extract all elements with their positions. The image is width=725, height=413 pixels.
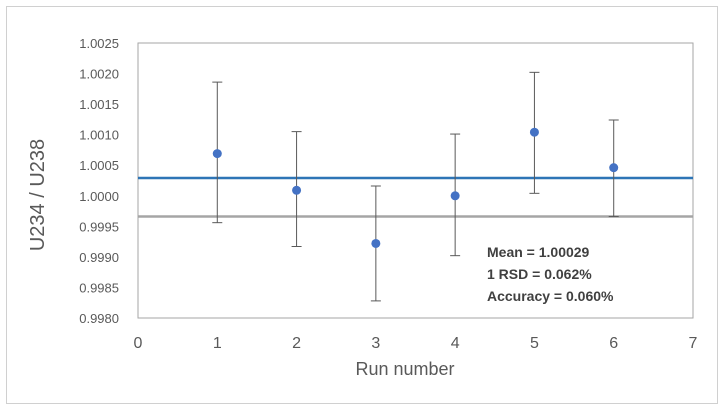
x-tick-label: 4 <box>451 335 460 352</box>
data-point <box>212 149 222 159</box>
y-tick-label: 1.0000 <box>79 189 119 204</box>
y-tick-label: 1.0010 <box>79 128 119 143</box>
data-point <box>371 238 381 248</box>
x-tick-label: 6 <box>609 335 618 352</box>
y-tick-label: 0.9985 <box>79 280 119 295</box>
y-axis-title: U234 / U238 <box>27 139 49 251</box>
reference-lines <box>138 176 693 218</box>
stats-annotation: Mean = 1.00029 1 RSD = 0.062% Accuracy = 0… <box>487 244 614 304</box>
chart-frame <box>6 6 718 404</box>
x-tick-label: 5 <box>530 335 539 352</box>
data-point <box>450 191 460 201</box>
data-point <box>529 127 539 137</box>
y-tick-labels: 1.0025 1.0020 1.0015 1.0010 1.0005 1.0000 0.99… <box>79 36 119 326</box>
x-tick-label: 1 <box>213 335 222 352</box>
x-tick-label: 0 <box>134 335 143 352</box>
data-point <box>609 163 619 173</box>
y-tick-label: 1.0005 <box>79 158 119 173</box>
y-tick-label: 0.9995 <box>79 219 119 234</box>
x-tick-label: 3 <box>371 335 380 352</box>
x-axis-title: Run number <box>355 359 454 379</box>
annotation-line: 1 RSD = 0.062% <box>487 266 592 282</box>
annotation-line: Mean = 1.00029 <box>487 244 590 260</box>
y-tick-label: 1.0015 <box>79 97 119 112</box>
y-tick-label: 0.9990 <box>79 250 119 265</box>
data-point <box>292 185 302 195</box>
x-tick-labels: 0 1 2 3 4 5 6 7 <box>134 335 698 352</box>
data-points <box>212 127 619 248</box>
y-tick-label: 1.0020 <box>79 67 119 82</box>
annotation-line: Accuracy = 0.060% <box>487 288 614 304</box>
x-tick-label: 7 <box>689 335 698 352</box>
y-tick-label: 0.9980 <box>79 311 119 326</box>
x-tick-label: 2 <box>292 335 301 352</box>
y-tick-label: 1.0025 <box>79 36 119 51</box>
plot-area <box>137 42 694 319</box>
